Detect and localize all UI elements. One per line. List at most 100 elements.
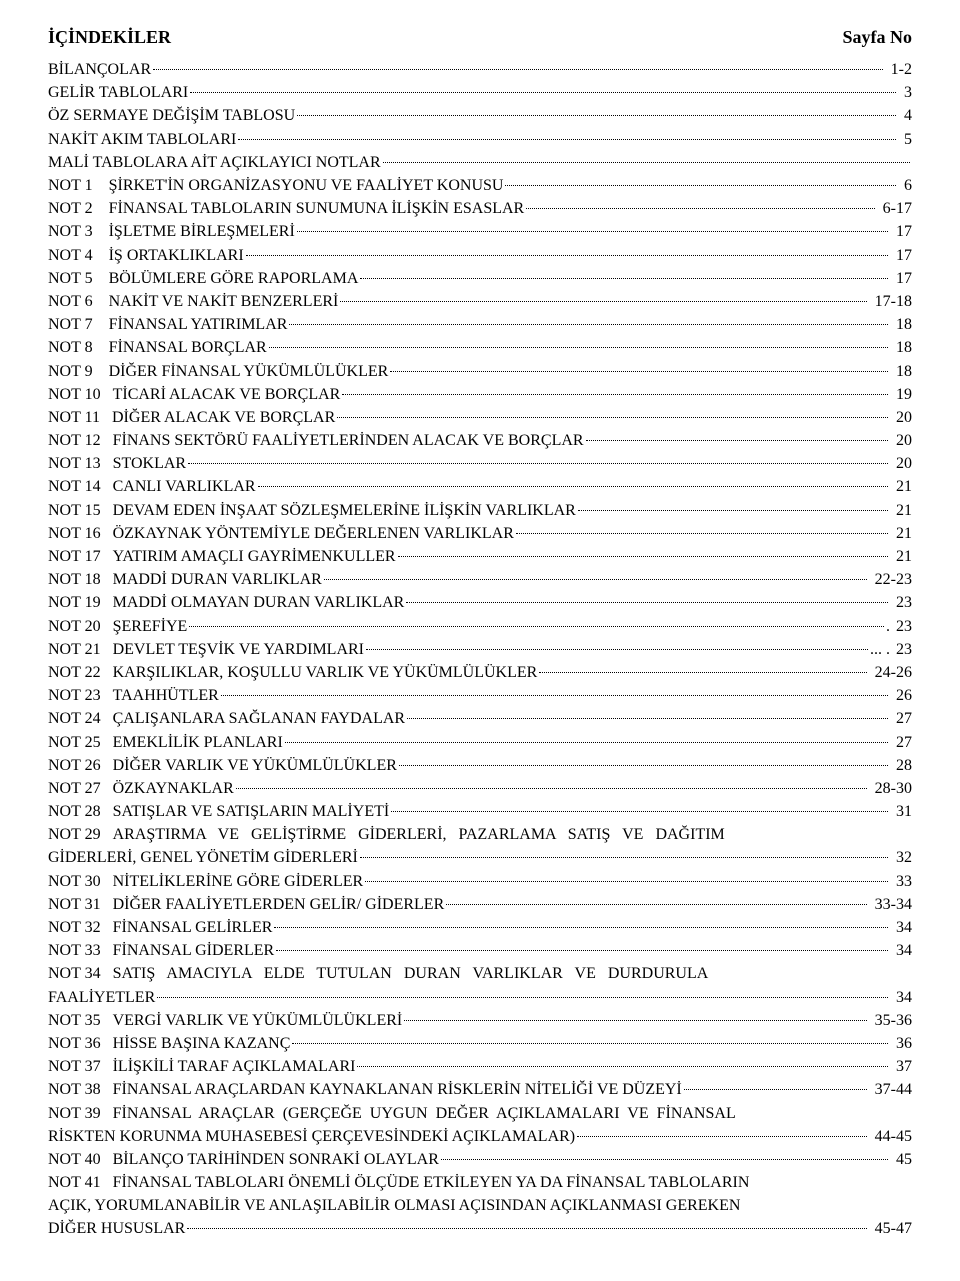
toc-entry-label: NOT 9: [48, 360, 109, 383]
toc-entry-label: NOT 37: [48, 1055, 113, 1078]
toc-entry-title: İŞ ORTAKLIKLARI: [109, 244, 244, 267]
toc-dots: [391, 811, 888, 812]
toc-dots: [221, 695, 888, 696]
toc-entry: NOT 32 FİNANSAL GELİRLER34: [48, 916, 912, 939]
toc-entry-page: 36: [890, 1032, 912, 1055]
toc-entry-label: NOT 32: [48, 916, 113, 939]
toc-entry-page: 35-36: [869, 1009, 912, 1032]
toc-entry: NOT 34 SATIŞ AMACIYLA ELDE TUTULAN DURAN…: [48, 962, 912, 1008]
toc-entry-title: ÖZKAYNAK YÖNTEMİYLE DEĞERLENEN VARLIKLAR: [113, 522, 514, 545]
toc-entry-title: DEVAM EDEN İNŞAAT SÖZLEŞMELERİNE İLİŞKİN…: [113, 499, 576, 522]
toc-entry-title: ÖZKAYNAKLAR: [113, 777, 234, 800]
toc-entry-page: 24-26: [869, 661, 912, 684]
toc-entry-page: 31: [890, 800, 912, 823]
toc-entry-title: ÖZ SERMAYE DEĞİŞİM TABLOSU: [48, 104, 295, 127]
toc-entry: NOT 17 YATIRIM AMAÇLI GAYRİMENKULLER21: [48, 545, 912, 568]
toc-entry-title: İLİŞKİLİ TARAF AÇIKLAMALARI: [113, 1055, 356, 1078]
toc-dots: [399, 765, 888, 766]
toc-dots: [269, 347, 888, 348]
toc-entry: NOT 16 ÖZKAYNAK YÖNTEMİYLE DEĞERLENEN VA…: [48, 522, 912, 545]
toc-entry: NOT 35 VERGİ VARLIK VE YÜKÜMLÜLÜKLERİ35-…: [48, 1009, 912, 1032]
toc-dots: [297, 115, 896, 116]
toc-entry-page: 45: [890, 1148, 912, 1171]
toc-entry-label: NOT 26: [48, 754, 113, 777]
toc-entry-label: NOT 12: [48, 429, 113, 452]
toc-entry-label: NOT 5: [48, 267, 109, 290]
toc-dots: [342, 394, 888, 395]
toc-dots: [340, 301, 866, 302]
toc-entry: NOT 2 FİNANSAL TABLOLARIN SUNUMUNA İLİŞK…: [48, 197, 912, 220]
toc-dots: [366, 649, 868, 650]
toc-entry: ÖZ SERMAYE DEĞİŞİM TABLOSU4: [48, 104, 912, 127]
toc-entry: NOT 5 BÖLÜMLERE GÖRE RAPORLAMA17: [48, 267, 912, 290]
toc-entry-label: NOT 3: [48, 220, 109, 243]
toc-entry-title: FİNANSAL TABLOLARI ÖNEMLİ ÖLÇÜDE ETKİLEY…: [113, 1171, 912, 1194]
toc-entry-title: FİNANSAL TABLOLARIN SUNUMUNA İLİŞKİN ESA…: [109, 197, 525, 220]
toc-entry: NOT 18 MADDİ DURAN VARLIKLAR22-23: [48, 568, 912, 591]
toc-entry: NAKİT AKIM TABLOLARI5: [48, 128, 912, 151]
toc-entry-title: FİNANS SEKTÖRÜ FAALİYETLERİNDEN ALACAK V…: [113, 429, 584, 452]
toc-entry-label: NOT 10: [48, 383, 113, 406]
toc-entry: MALİ TABLOLARA AİT AÇIKLAYICI NOTLAR: [48, 151, 912, 174]
toc-entry-page: 44-45: [869, 1125, 912, 1148]
toc-entry-label: NOT 11: [48, 406, 112, 429]
toc-entry-title: FİNANSAL ARAÇLARDAN KAYNAKLANAN RİSKLERİ…: [113, 1078, 682, 1101]
toc-dots: [292, 1043, 888, 1044]
toc-entry-label: NOT 22: [48, 661, 113, 684]
toc-dots: [276, 950, 888, 951]
toc-entry-title: FİNANSAL GİDERLER: [113, 939, 275, 962]
toc-entry-title: ARAŞTIRMA VE GELİŞTİRME GİDERLERİ, PAZAR…: [113, 823, 912, 846]
toc-dots: [188, 463, 888, 464]
toc-entry: NOT 13 STOKLAR20: [48, 452, 912, 475]
toc-entry-page: 28-30: [869, 777, 912, 800]
toc-entry: NOT 29 ARAŞTIRMA VE GELİŞTİRME GİDERLERİ…: [48, 823, 912, 869]
toc-entry-title: HİSSE BAŞINA KAZANÇ: [113, 1032, 291, 1055]
toc-entry-label: NOT 40: [48, 1148, 113, 1171]
toc-entry: NOT 26 DİĞER VARLIK VE YÜKÜMLÜLÜKLER28: [48, 754, 912, 777]
toc-entry-title: STOKLAR: [113, 452, 187, 475]
toc-entry-title: DEVLET TEŞVİK VE YARDIMLARI: [113, 638, 364, 661]
toc-entry-label: NOT 24: [48, 707, 113, 730]
toc-dots: [285, 742, 888, 743]
toc-entry-title: DİĞER ALACAK VE BORÇLAR: [112, 406, 335, 429]
toc-entry-label: NOT 17: [48, 545, 113, 568]
toc-entry-label: NOT 41: [48, 1171, 113, 1194]
toc-dots: [360, 857, 888, 858]
toc-entry-title: FİNANSAL YATIRIMLAR: [109, 313, 288, 336]
toc-dots: [357, 1066, 888, 1067]
toc-entry-title: DİĞER FİNANSAL YÜKÜMLÜLÜKLER: [109, 360, 389, 383]
toc-dots: [187, 1228, 866, 1229]
toc-entry-label: NOT 18: [48, 568, 113, 591]
toc-entry-page: 19: [890, 383, 912, 406]
toc-entry: NOT 28 SATIŞLAR VE SATIŞLARIN MALİYETİ31: [48, 800, 912, 823]
toc-entry-page: 6-17: [877, 197, 912, 220]
toc-entry-page: 21: [890, 475, 912, 498]
toc-dots: [383, 162, 910, 163]
toc-entry-title: ÇALIŞANLARA SAĞLANAN FAYDALAR: [113, 707, 405, 730]
toc-entry-page: 18: [890, 313, 912, 336]
toc-entry-label: NOT 34: [48, 962, 113, 985]
toc-entry-page: 21: [890, 522, 912, 545]
toc-entry-label: NOT 7: [48, 313, 109, 336]
toc-entry-title: EMEKLİLİK PLANLARI: [113, 731, 283, 754]
toc-dots: [407, 718, 888, 719]
toc-entry-title: MADDİ DURAN VARLIKLAR: [113, 568, 322, 591]
toc-entry: NOT 39 FİNANSAL ARAÇLAR (GERÇEĞE UYGUN D…: [48, 1102, 912, 1148]
toc-entry: NOT 41 FİNANSAL TABLOLARI ÖNEMLİ ÖLÇÜDE …: [48, 1171, 912, 1241]
toc-entry-page: 21: [890, 545, 912, 568]
toc-dots: [274, 927, 888, 928]
toc-entry-label: NOT 8: [48, 336, 109, 359]
toc-entry-page: 33: [890, 870, 912, 893]
toc-header-right: Sayfa No: [842, 24, 912, 50]
toc-entry-label: NOT 27: [48, 777, 113, 800]
toc-entry-label: NOT 29: [48, 823, 113, 846]
toc-entry-page: 26: [890, 684, 912, 707]
toc-dots: [365, 881, 888, 882]
toc-entry-page: 5: [898, 128, 912, 151]
toc-entry-title: BİLANÇO TARİHİNDEN SONRAKİ OLAYLAR: [113, 1148, 439, 1171]
toc-entry-label: NOT 31: [48, 893, 113, 916]
toc-dots: [586, 440, 888, 441]
toc-entry-label: NOT 38: [48, 1078, 113, 1101]
toc-dots: [578, 510, 888, 511]
toc-entry: BİLANÇOLAR1-2: [48, 58, 912, 81]
